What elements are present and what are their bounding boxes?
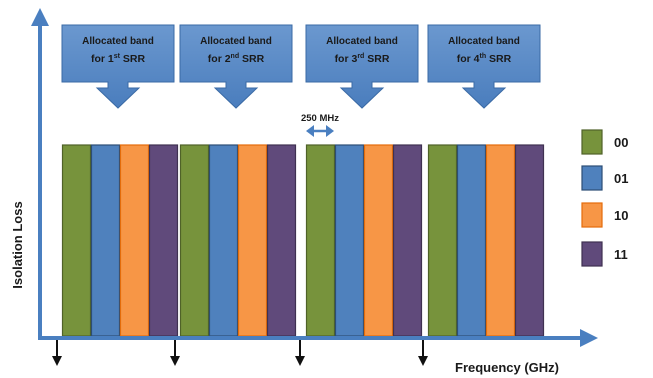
band-edge-arrow-1 — [52, 340, 62, 366]
callout-line1: Allocated band — [200, 36, 272, 47]
callout-line2-pre: for 1 — [91, 53, 114, 65]
callout-shape — [61, 24, 175, 109]
band-bar-01 — [334, 144, 365, 337]
callout-line1: Allocated band — [82, 36, 154, 47]
band-bar-11 — [266, 144, 297, 337]
callout-line1: Allocated band — [448, 36, 520, 47]
legend-swatch — [581, 241, 603, 267]
band-edge-arrow-2 — [170, 340, 180, 366]
callout-line2: for 4th SRR — [457, 53, 512, 65]
band-bar-11 — [392, 144, 423, 337]
band-edge-arrow-4 — [418, 340, 428, 366]
legend-item-10: 10 — [581, 202, 628, 228]
callout-line2: for 3rd SRR — [335, 53, 390, 65]
legend-label: 00 — [614, 135, 628, 150]
legend-swatch — [581, 165, 603, 191]
bandwidth-arrow-left-icon — [306, 125, 314, 137]
callout-line2-pre: for 3 — [335, 53, 358, 65]
legend-label: 01 — [614, 171, 628, 186]
y-axis-label: Isolation Loss — [10, 201, 25, 288]
bandwidth-label: 250 MHz — [301, 113, 339, 124]
x-axis-arrowhead — [580, 329, 598, 347]
callout-line2-post: SRR — [364, 53, 390, 65]
band-group-4 — [427, 144, 545, 337]
band-bar-00 — [61, 144, 92, 337]
callout-srr-2: Allocated band for 2nd SRR — [179, 24, 293, 109]
y-axis-arrowhead — [31, 8, 49, 26]
band-bar-00 — [179, 144, 210, 337]
callout-line2-post: SRR — [120, 53, 146, 65]
callout-ordinal-suffix: nd — [231, 53, 240, 60]
callout-ordinal-suffix: rd — [357, 53, 364, 60]
x-axis-label: Frequency (GHz) — [455, 360, 559, 375]
callout-line1: Allocated band — [326, 36, 398, 47]
band-bar-01 — [456, 144, 487, 337]
bandwidth-marker: 250 MHz — [301, 113, 339, 137]
band-bar-11 — [148, 144, 179, 337]
bands-layer — [61, 144, 545, 337]
band-group-2 — [179, 144, 297, 337]
callout-shape — [305, 24, 419, 109]
band-bar-01 — [90, 144, 121, 337]
legend-label: 10 — [614, 208, 628, 223]
band-bar-00 — [305, 144, 336, 337]
band-bar-01 — [208, 144, 239, 337]
down-arrows-layer — [52, 340, 428, 366]
bandwidth-arrow-right-icon — [326, 125, 334, 137]
callouts-layer: Allocated band for 1st SRR Allocated band f… — [61, 24, 541, 109]
legend-swatch — [581, 129, 603, 155]
callout-line2-pre: for 2 — [208, 53, 231, 65]
callout-srr-1: Allocated band for 1st SRR — [61, 24, 175, 109]
band-bar-10 — [363, 144, 394, 337]
callout-line2-post: SRR — [486, 53, 512, 65]
legend-item-00: 00 — [581, 129, 628, 155]
legend-item-01: 01 — [581, 165, 628, 191]
band-bar-10 — [237, 144, 268, 337]
band-bar-00 — [427, 144, 458, 337]
band-bar-10 — [119, 144, 150, 337]
callout-shape — [179, 24, 293, 109]
callout-srr-4: Allocated band for 4th SRR — [427, 24, 541, 109]
callout-ordinal-suffix: st — [114, 53, 121, 60]
callout-line2-pre: for 4 — [457, 53, 480, 65]
legend: 00 01 10 11 — [581, 129, 628, 267]
band-bar-11 — [514, 144, 545, 337]
band-edge-arrow-3 — [295, 340, 305, 366]
callout-line2: for 2nd SRR — [208, 53, 265, 65]
band-bar-10 — [485, 144, 516, 337]
callout-line2-post: SRR — [239, 53, 265, 65]
callout-shape — [427, 24, 541, 109]
band-group-3 — [305, 144, 423, 337]
callout-srr-3: Allocated band for 3rd SRR — [305, 24, 419, 109]
band-group-1 — [61, 144, 179, 337]
legend-label: 11 — [614, 247, 628, 262]
callout-line2: for 1st SRR — [91, 53, 146, 65]
legend-swatch — [581, 202, 603, 228]
callout-ordinal-suffix: th — [480, 53, 487, 60]
legend-item-11: 11 — [581, 241, 628, 267]
